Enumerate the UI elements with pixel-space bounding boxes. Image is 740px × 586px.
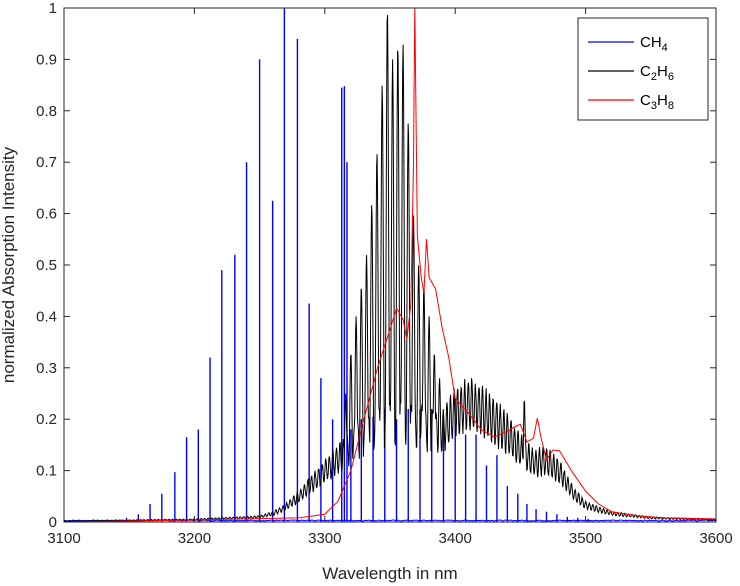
y-tick-label: 0.3 [36, 360, 57, 377]
y-tick-label: 0.4 [36, 308, 57, 325]
series-C3H8 [64, 8, 716, 522]
series-line-C2H6 [64, 15, 716, 522]
y-tick-label: 0.5 [36, 257, 57, 274]
y-tick-label: 0.6 [36, 206, 57, 223]
y-tick-label: 0 [49, 514, 57, 531]
y-tick-label: 0.2 [36, 411, 57, 428]
y-tick-label: 0.7 [36, 154, 57, 171]
y-tick-label: 0.1 [36, 463, 57, 480]
legend-label-C2H6: C2H6 [640, 63, 674, 83]
legend-label-CH4: CH4 [640, 34, 668, 54]
y-tick-label: 1 [49, 0, 57, 17]
x-axis-label: Wavelength in nm [322, 564, 457, 583]
plot-area [64, 8, 716, 522]
x-tick-label: 3600 [699, 530, 732, 547]
axis-ticks: 3100 3200 3300 3400 3500 3600 0 0.1 0.2 0.3 0.4 0.5… [36, 0, 733, 547]
x-tick-label: 3400 [439, 530, 472, 547]
y-tick-label: 0.9 [36, 51, 57, 68]
series-line-C3H8 [64, 8, 716, 522]
legend: CH4 C2H6 C3H8 [577, 17, 709, 121]
series-CH4 [64, 8, 716, 522]
legend-label-C3H8: C3H8 [640, 92, 674, 112]
x-tick-label: 3200 [178, 530, 211, 547]
series-C2H6 [64, 8, 716, 522]
y-tick-label: 0.8 [36, 103, 57, 120]
x-tick-label: 3500 [569, 530, 602, 547]
y-axis-label: normalized Absorption Intensity [0, 146, 18, 383]
x-tick-label: 3300 [308, 530, 341, 547]
x-tick-label: 3100 [47, 530, 80, 547]
legend-box [577, 17, 709, 121]
